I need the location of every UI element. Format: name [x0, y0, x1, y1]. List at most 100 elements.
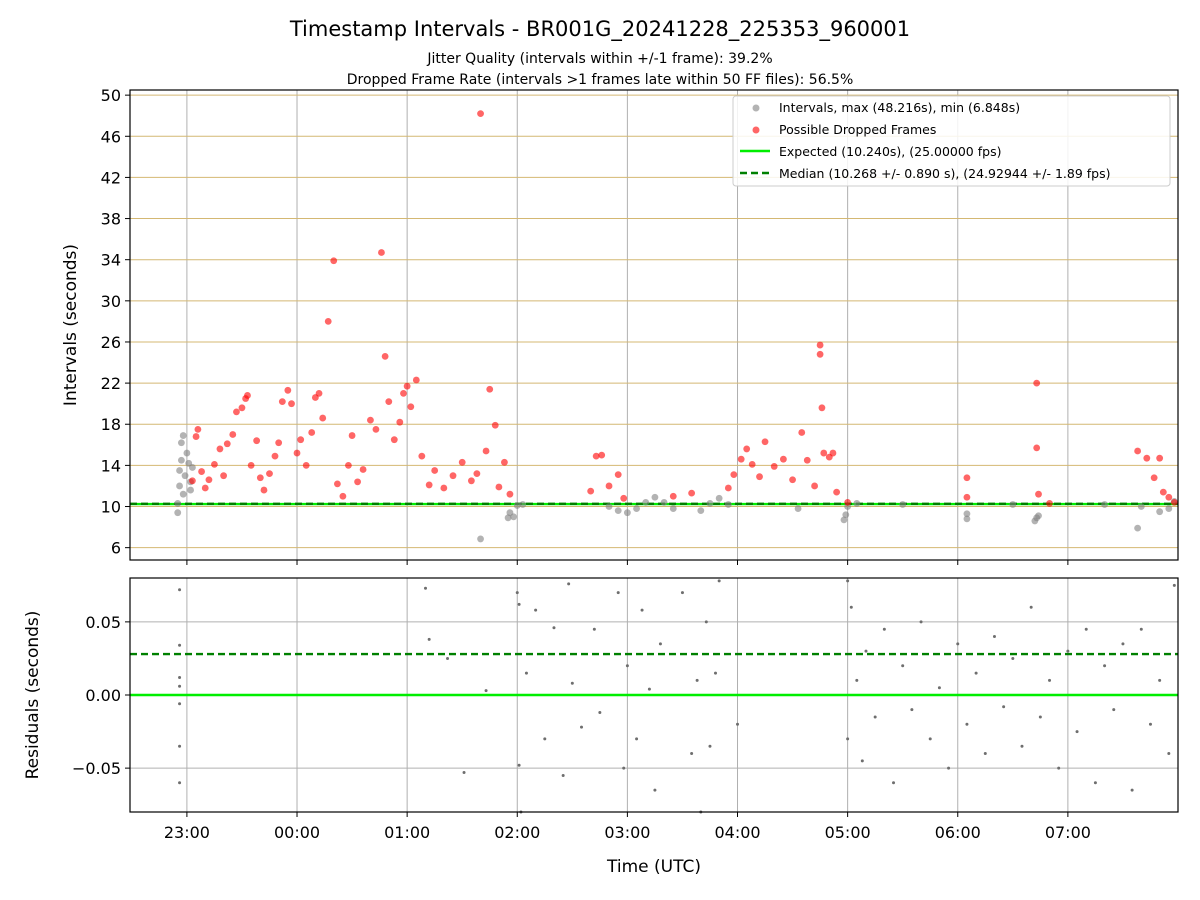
dropped-frame-point — [506, 490, 514, 498]
dropped-frame-point — [614, 471, 622, 479]
interval-point — [1137, 503, 1145, 510]
dropped-frame-point — [587, 487, 595, 495]
dropped-frame-point — [381, 352, 389, 360]
dropped-frame-point — [354, 478, 361, 486]
interval-point — [963, 515, 971, 523]
residual-point — [567, 582, 571, 586]
top-y-tick-label: 42 — [101, 168, 121, 187]
dropped-frame-point — [730, 471, 738, 479]
interval-point — [177, 439, 185, 447]
interval-point — [510, 513, 517, 521]
top-y-tick-label: 6 — [111, 539, 121, 558]
interval-point — [1134, 524, 1142, 532]
dropped-frame-point — [963, 474, 971, 482]
interval-point — [176, 467, 183, 474]
bottom-reference-lines — [130, 652, 1178, 697]
legend-label-dropped: Possible Dropped Frames — [779, 122, 936, 137]
residual-point — [178, 588, 182, 592]
legend-label-intervals: Intervals, max (48.216s), min (6.848s) — [779, 100, 1020, 115]
residual-point — [178, 781, 182, 785]
dropped-frame-point — [308, 429, 316, 436]
residual-point — [1158, 678, 1162, 682]
interval-point — [174, 509, 182, 517]
residual-point — [1167, 752, 1171, 755]
residual-point — [616, 591, 620, 595]
dropped-frame-point — [425, 481, 433, 489]
interval-point — [899, 501, 907, 508]
dropped-frame-point — [278, 398, 286, 406]
legend-box — [732, 95, 1171, 187]
residual-point — [1112, 708, 1116, 712]
residual-point — [1002, 705, 1006, 709]
interval-point — [642, 499, 650, 506]
dropped-frame-point — [779, 455, 787, 463]
residual-point — [708, 744, 712, 748]
residual-point — [517, 602, 521, 606]
dropped-frame-point — [233, 408, 240, 416]
dropped-frame-point — [1170, 499, 1178, 506]
residual-point — [1011, 656, 1015, 660]
dropped-frame-point — [367, 416, 374, 424]
dropped-frame-point — [844, 499, 852, 506]
dropped-frame-point — [592, 452, 600, 460]
dropped-frame-point — [192, 433, 200, 440]
dropped-frame-point — [748, 460, 756, 468]
dropped-frame-point — [330, 257, 338, 265]
legend-marker-intervals — [752, 104, 760, 112]
dropped-frame-point — [359, 466, 367, 473]
x-tick-label: 23:00 — [164, 823, 210, 842]
dropped-frame-point — [348, 432, 356, 439]
legend-marker-dropped — [752, 126, 760, 134]
residual-point — [695, 678, 699, 682]
top-y-axis-label: Intervals (seconds) — [61, 244, 81, 406]
residual-point — [1148, 722, 1152, 726]
dropped-frame-point — [467, 477, 475, 485]
residual-point — [625, 664, 629, 668]
top-y-tick-label: 10 — [101, 498, 121, 517]
bottom-y-tick-label: 0.05 — [85, 613, 121, 632]
dropped-frame-point — [412, 376, 420, 384]
residual-point — [965, 722, 969, 726]
dropped-frame-point — [833, 488, 841, 496]
dropped-frame-point — [820, 449, 828, 457]
x-tick-label: 05:00 — [825, 823, 871, 842]
interval-point — [181, 472, 189, 480]
dropped-frame-point — [688, 489, 696, 497]
interval-point — [179, 432, 187, 439]
bottom-plot-frame — [129, 577, 1179, 813]
dropped-frame-point — [418, 452, 426, 460]
interval-point — [724, 501, 732, 508]
residual-point — [901, 664, 905, 668]
residual-point — [1172, 583, 1176, 587]
interval-point — [1101, 501, 1108, 508]
residual-point — [462, 771, 466, 775]
dropped-frame-point — [229, 431, 237, 438]
residual-point — [974, 671, 978, 675]
dropped-frame-point — [403, 382, 411, 390]
chart-subtitle-dropped: Dropped Frame Rate (intervals >1 frames … — [347, 72, 854, 88]
dropped-frame-point — [789, 476, 796, 484]
residual-point — [892, 781, 896, 785]
residual-point — [561, 773, 565, 777]
residual-point — [1121, 642, 1125, 646]
dropped-frame-point — [339, 492, 347, 500]
residual-point — [534, 608, 538, 612]
dropped-frame-point — [1165, 493, 1173, 501]
bottom-y-axis-label: Residuals (seconds) — [23, 611, 43, 780]
top-scatter-points — [174, 110, 1178, 543]
dropped-frame-point — [598, 451, 606, 459]
dropped-frame-point — [724, 484, 732, 492]
dropped-frame-point — [743, 445, 751, 453]
residual-point — [736, 722, 740, 726]
dropped-frame-point — [816, 350, 824, 358]
dropped-frame-point — [798, 429, 806, 436]
dropped-frame-point — [400, 389, 407, 397]
residual-point — [937, 686, 941, 690]
residual-point — [178, 675, 182, 679]
dropped-frame-point — [302, 461, 310, 469]
top-y-tick-label: 50 — [101, 86, 121, 105]
dropped-frame-point — [297, 436, 305, 444]
dropped-frame-point — [293, 449, 301, 457]
residual-point — [647, 687, 651, 691]
legend-label-median: Median (10.268 +/- 0.890 s), (24.92944 +… — [779, 166, 1110, 181]
